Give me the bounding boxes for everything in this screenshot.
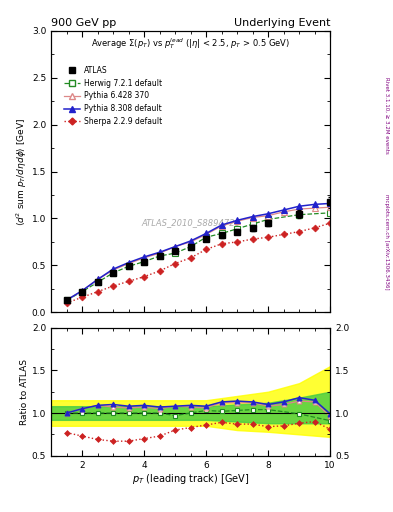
Legend: ATLAS, Herwig 7.2.1 default, Pythia 6.428 370, Pythia 8.308 default, Sherpa 2.2.: ATLAS, Herwig 7.2.1 default, Pythia 6.42… [61,62,165,129]
Text: Average $\Sigma(p_T)$ vs $p_T^{lead}$ ($|\eta|$ < 2.5, $p_T$ > 0.5 GeV): Average $\Sigma(p_T)$ vs $p_T^{lead}$ ($… [91,36,290,51]
Y-axis label: $\langle d^2$ sum $p_T/d\eta d\phi\rangle$ [GeV]: $\langle d^2$ sum $p_T/d\eta d\phi\rangl… [15,117,29,226]
Text: 900 GeV pp: 900 GeV pp [51,18,116,28]
Y-axis label: Ratio to ATLAS: Ratio to ATLAS [20,359,29,424]
Text: mcplots.cern.ch [arXiv:1306.3436]: mcplots.cern.ch [arXiv:1306.3436] [384,194,389,290]
Text: ATLAS_2010_S8894728: ATLAS_2010_S8894728 [141,218,240,227]
X-axis label: $p_T$ (leading track) [GeV]: $p_T$ (leading track) [GeV] [132,472,249,486]
Text: Underlying Event: Underlying Event [233,18,330,28]
Text: Rivet 3.1.10, ≥ 3.2M events: Rivet 3.1.10, ≥ 3.2M events [384,77,389,154]
